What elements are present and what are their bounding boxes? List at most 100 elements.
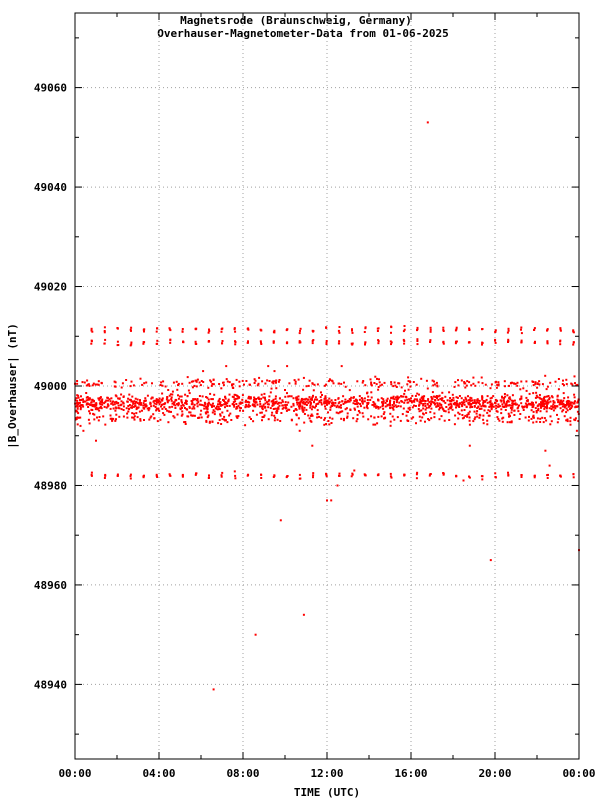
data-point: [142, 404, 145, 407]
data-point: [158, 403, 161, 406]
data-point: [487, 414, 490, 417]
data-point: [171, 393, 174, 396]
data-point: [131, 404, 134, 407]
data-point: [194, 340, 197, 343]
data-point: [88, 398, 91, 401]
data-point: [156, 399, 159, 402]
data-point: [132, 400, 135, 403]
data-point: [120, 408, 123, 411]
outlier-point: [544, 449, 547, 452]
data-point: [274, 397, 277, 400]
data-point: [297, 395, 300, 398]
data-point: [434, 399, 437, 402]
data-point: [512, 403, 515, 406]
data-point: [165, 398, 168, 401]
data-point: [248, 416, 251, 419]
data-point: [114, 419, 117, 422]
data-point: [239, 402, 242, 405]
data-point: [128, 404, 131, 406]
data-point: [111, 401, 114, 404]
data-point: [209, 392, 212, 395]
data-point: [231, 395, 234, 398]
data-point: [442, 408, 445, 411]
data-point: [287, 395, 290, 398]
x-tick-label: 16:00: [394, 767, 427, 780]
data-point: [564, 405, 567, 408]
data-point: [266, 379, 269, 382]
data-point: [383, 381, 386, 384]
data-point: [97, 383, 100, 386]
data-point: [188, 392, 191, 395]
data-point: [309, 398, 312, 401]
data-point: [272, 398, 275, 401]
data-point: [441, 391, 444, 394]
data-point: [229, 412, 232, 415]
data-point: [337, 397, 340, 400]
data-point: [202, 381, 205, 383]
data-point: [299, 403, 302, 406]
data-point: [338, 474, 340, 477]
data-point: [551, 396, 554, 399]
data-point: [177, 384, 179, 387]
data-point: [259, 405, 262, 408]
data-point: [97, 419, 100, 422]
data-point: [125, 407, 128, 410]
data-point: [346, 415, 349, 418]
data-point: [305, 397, 308, 400]
data-point: [168, 328, 171, 331]
data-point: [373, 405, 376, 408]
data-point: [276, 402, 279, 405]
data-point: [130, 400, 133, 403]
data-point: [221, 342, 223, 345]
data-point: [270, 414, 273, 417]
data-point: [376, 330, 379, 332]
data-point: [207, 401, 210, 404]
data-point: [133, 400, 136, 403]
data-point: [310, 402, 312, 405]
data-point: [190, 403, 193, 406]
data-point: [284, 406, 287, 409]
data-point: [204, 403, 207, 406]
data-point: [224, 406, 226, 409]
data-point: [480, 405, 483, 408]
data-point: [139, 419, 142, 422]
data-point: [110, 397, 113, 400]
data-point: [440, 406, 443, 409]
data-point: [542, 421, 545, 424]
data-point: [76, 423, 79, 426]
data-point: [511, 404, 514, 407]
data-point: [407, 411, 409, 413]
data-point: [316, 416, 319, 419]
data-point: [181, 413, 184, 416]
data-point: [121, 382, 124, 385]
data-point: [129, 328, 132, 331]
data-point: [222, 381, 224, 384]
data-point: [167, 421, 170, 424]
data-point: [377, 388, 380, 391]
data-point: [352, 417, 355, 420]
data-point: [168, 327, 171, 330]
data-point: [82, 401, 85, 403]
data-point: [118, 397, 121, 400]
data-point: [87, 406, 90, 408]
data-point: [393, 402, 395, 405]
data-point: [419, 419, 422, 422]
data-point: [352, 402, 355, 405]
data-point: [392, 395, 395, 398]
data-point: [257, 382, 260, 385]
data-point: [95, 406, 98, 409]
data-point: [181, 382, 184, 385]
data-point: [173, 403, 175, 406]
data-point: [394, 384, 397, 387]
data-point: [120, 400, 123, 403]
data-point: [325, 341, 328, 344]
data-point: [567, 396, 570, 399]
data-point: [543, 402, 546, 405]
data-point: [541, 383, 544, 386]
data-point: [386, 403, 389, 406]
data-point: [397, 382, 400, 385]
data-point: [462, 399, 465, 402]
data-point: [191, 401, 194, 404]
data-point: [481, 395, 484, 398]
data-point: [460, 397, 463, 400]
